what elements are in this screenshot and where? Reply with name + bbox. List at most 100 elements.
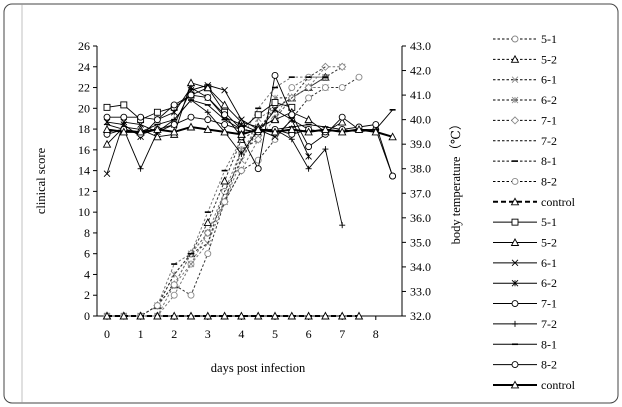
temperature-point — [372, 121, 380, 128]
legend-item-clinical-5-2: 5-2 — [493, 52, 557, 66]
y-tick-label: 0 — [84, 309, 90, 323]
temperature-point — [170, 108, 178, 116]
legend-item-temperature-6-2: 6-2 — [493, 276, 557, 290]
clinical-point — [338, 84, 346, 91]
temperature-point — [321, 125, 330, 133]
temperature-point — [137, 121, 144, 128]
temperature-point — [136, 127, 145, 136]
temperature-point — [221, 86, 228, 94]
temperature-point — [305, 165, 312, 172]
y-tick-label: 12 — [78, 184, 90, 198]
legend-swatch-marker — [511, 35, 519, 43]
clinical-point — [321, 311, 330, 320]
legend-label: control — [541, 378, 576, 392]
legend-item-clinical-8-1: 8-1 — [493, 154, 557, 168]
legend-item-temperature-control: control — [493, 378, 576, 392]
plot-area: 0246810121416182022242632.033.034.035.03… — [78, 39, 431, 341]
temperature-point — [187, 113, 195, 121]
y2-tick-label: 41.0 — [410, 88, 431, 102]
temperature-point — [254, 165, 262, 173]
clinical-point — [119, 311, 129, 320]
legend: 5-1 5-2 6-1 6-2 7-1 7-2 8-1 8-2 control 5-1 5-2 6-1… — [493, 32, 576, 392]
y2-tick-label: 38.0 — [410, 162, 431, 176]
y2-tick-label: 40.0 — [410, 113, 431, 127]
clinical-point — [304, 311, 313, 320]
temperature-point — [287, 125, 297, 133]
temperature-point — [170, 121, 178, 128]
x-tick-label: 5 — [272, 327, 278, 341]
temperature-point — [137, 113, 145, 121]
legend-label: 7-1 — [541, 113, 557, 127]
legend-swatch-marker — [511, 259, 519, 267]
y2-tick-label: 32.0 — [410, 309, 431, 323]
temperature-line — [106, 125, 393, 138]
clinical-point — [187, 291, 195, 299]
x-tick-label: 2 — [171, 327, 177, 341]
clinical-point — [220, 176, 229, 185]
y-tick-label: 20 — [78, 101, 90, 115]
clinical-point — [304, 83, 313, 92]
clinical-point — [186, 311, 196, 320]
temperature-point — [169, 127, 179, 136]
legend-item-clinical-6-2: 6-2 — [493, 93, 557, 107]
temperature-point — [186, 122, 196, 131]
y-tick-label: 10 — [78, 205, 90, 219]
legend-label: 8-2 — [541, 358, 557, 372]
temperature-point — [271, 106, 279, 114]
legend-swatch-marker — [511, 279, 519, 287]
legend-swatch-marker — [510, 116, 520, 125]
temperature-point — [271, 72, 279, 79]
clinical-point — [221, 198, 229, 206]
temperature-point — [102, 139, 112, 148]
temperature-point — [337, 127, 347, 136]
clinical-point — [237, 311, 246, 320]
y2-tick-label: 35.0 — [410, 235, 431, 249]
y2-axis-label: body temperature（℃） — [449, 118, 463, 245]
legend-swatch-marker — [511, 76, 519, 84]
temperature-point — [204, 109, 211, 116]
legend-label: 7-2 — [541, 134, 557, 148]
temperature-point — [102, 125, 112, 133]
temperature-point — [339, 222, 346, 229]
legend-label: 5-1 — [541, 32, 557, 46]
temperature-point — [221, 111, 229, 119]
x-tick-label: 1 — [138, 327, 144, 341]
temperature-point — [254, 111, 262, 119]
temperature-point — [322, 146, 329, 153]
temperature-point — [170, 101, 178, 109]
y2-tick-label: 33.0 — [410, 284, 431, 298]
temperature-point — [120, 113, 128, 121]
legend-item-temperature-5-2: 5-2 — [493, 236, 557, 250]
y-tick-label: 4 — [84, 267, 90, 281]
legend-label: 8-2 — [541, 174, 557, 188]
temperature-point — [153, 108, 161, 116]
clinical-point — [287, 311, 297, 320]
legend-item-clinical-7-2: 7-2 — [493, 134, 557, 148]
clinical-point — [338, 62, 347, 71]
y-tick-label: 2 — [84, 288, 90, 302]
clinical-point — [203, 311, 213, 320]
temperature-point — [338, 113, 346, 121]
legend-swatch-marker — [510, 197, 520, 206]
clinical-series-control — [102, 311, 364, 320]
legend-swatch-marker — [510, 54, 520, 63]
y-tick-label: 14 — [78, 164, 90, 178]
temperature-point — [103, 170, 111, 177]
clinical-point — [354, 311, 364, 320]
legend-item-temperature-8-1: 8-1 — [493, 337, 557, 351]
clinical-point — [355, 73, 363, 81]
y-tick-label: 22 — [78, 81, 90, 95]
temperature-point — [271, 99, 279, 106]
clinical-point — [203, 228, 212, 238]
clinical-point — [220, 311, 229, 320]
temperature-point — [305, 143, 313, 151]
legend-item-temperature-7-2: 7-2 — [493, 317, 557, 331]
y-tick-label: 24 — [78, 60, 90, 74]
x-tick-label: 3 — [205, 327, 211, 341]
x-tick-label: 6 — [306, 327, 312, 341]
legend-label: 7-2 — [541, 317, 557, 331]
clinical-point — [170, 291, 178, 299]
clinical-point — [102, 311, 112, 320]
x-axis-label: days post infection — [211, 361, 306, 375]
